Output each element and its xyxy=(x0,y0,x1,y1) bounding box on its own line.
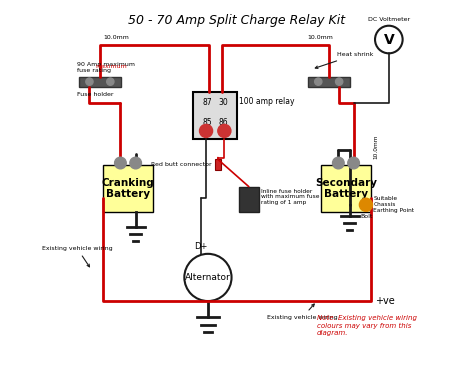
Text: Cranking
Battery: Cranking Battery xyxy=(101,178,155,199)
Circle shape xyxy=(348,157,359,169)
Text: Bolt: Bolt xyxy=(361,214,373,219)
FancyBboxPatch shape xyxy=(239,187,259,212)
Circle shape xyxy=(115,157,126,169)
Text: Heat shrink: Heat shrink xyxy=(315,52,373,68)
Text: 87: 87 xyxy=(202,98,212,107)
Text: 10.0mm: 10.0mm xyxy=(103,34,129,40)
Text: Fuse holder: Fuse holder xyxy=(77,92,114,97)
Text: maximum: maximum xyxy=(95,64,127,68)
Text: 50 - 70 Amp Split Charge Relay Kit: 50 - 70 Amp Split Charge Relay Kit xyxy=(128,14,346,27)
FancyBboxPatch shape xyxy=(215,159,221,170)
Text: +ve: +ve xyxy=(375,296,395,306)
Text: Red butt connector: Red butt connector xyxy=(151,163,211,167)
Circle shape xyxy=(200,124,213,138)
Text: V: V xyxy=(383,33,394,46)
Text: D+: D+ xyxy=(194,242,207,251)
Text: Suitable
Chassis
Earthing Point: Suitable Chassis Earthing Point xyxy=(373,197,414,213)
Circle shape xyxy=(107,78,114,85)
Text: Secondary
Battery: Secondary Battery xyxy=(315,178,377,199)
Text: 100 amp relay: 100 amp relay xyxy=(239,97,294,106)
FancyBboxPatch shape xyxy=(102,165,154,212)
Text: Inline fuse holder
with maximum fuse
rating of 1 amp: Inline fuse holder with maximum fuse rat… xyxy=(261,188,319,205)
Circle shape xyxy=(218,124,231,138)
FancyBboxPatch shape xyxy=(308,76,350,87)
FancyBboxPatch shape xyxy=(320,165,372,212)
Text: 90 Amp maximum
fuse rating: 90 Amp maximum fuse rating xyxy=(77,62,135,73)
Circle shape xyxy=(86,78,93,85)
Text: Existing vehicle wiring: Existing vehicle wiring xyxy=(267,304,337,320)
Text: 10.0mm: 10.0mm xyxy=(373,134,378,159)
FancyBboxPatch shape xyxy=(79,76,121,87)
Circle shape xyxy=(315,78,322,85)
Circle shape xyxy=(130,157,141,169)
Circle shape xyxy=(333,157,344,169)
Text: Existing vehicle wiring: Existing vehicle wiring xyxy=(42,246,112,267)
Text: 10.0mm: 10.0mm xyxy=(307,34,333,40)
Circle shape xyxy=(336,78,343,85)
Text: Alternator: Alternator xyxy=(185,273,231,282)
Text: Note. Existing vehicle wiring
colours may vary from this
diagram.: Note. Existing vehicle wiring colours ma… xyxy=(317,315,417,336)
Text: DC Voltmeter: DC Voltmeter xyxy=(368,17,410,22)
Text: 30: 30 xyxy=(218,98,228,107)
Circle shape xyxy=(359,198,373,211)
Text: 85: 85 xyxy=(202,118,212,127)
Text: 86: 86 xyxy=(218,118,228,127)
FancyBboxPatch shape xyxy=(193,92,237,139)
